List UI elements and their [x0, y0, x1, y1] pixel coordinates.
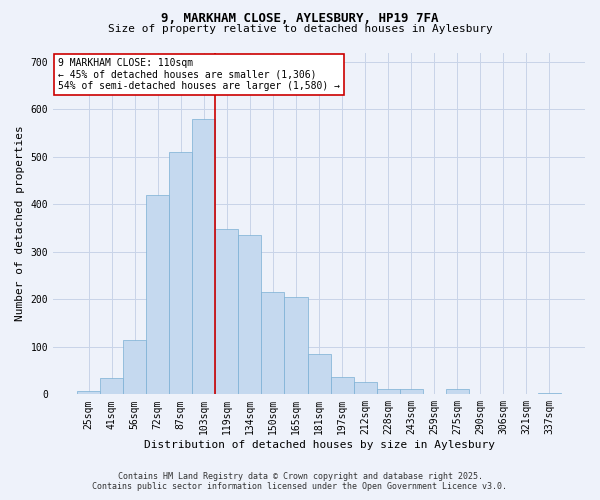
Text: 9 MARKHAM CLOSE: 110sqm
← 45% of detached houses are smaller (1,306)
54% of semi: 9 MARKHAM CLOSE: 110sqm ← 45% of detache…: [58, 58, 340, 91]
Bar: [169, 152, 193, 394]
Bar: [146, 195, 169, 394]
Y-axis label: Number of detached properties: Number of detached properties: [15, 126, 25, 322]
Bar: [446, 388, 469, 394]
Bar: [538, 393, 561, 394]
Bar: [262, 292, 284, 394]
Bar: [215, 229, 238, 394]
Text: 9, MARKHAM CLOSE, AYLESBURY, HP19 7FA: 9, MARKHAM CLOSE, AYLESBURY, HP19 7FA: [161, 12, 439, 26]
Text: Size of property relative to detached houses in Aylesbury: Size of property relative to detached ho…: [107, 24, 493, 34]
Bar: [193, 119, 215, 394]
Bar: [331, 377, 353, 394]
X-axis label: Distribution of detached houses by size in Aylesbury: Distribution of detached houses by size …: [143, 440, 494, 450]
Bar: [123, 340, 146, 394]
Bar: [353, 382, 377, 394]
Bar: [308, 354, 331, 395]
Bar: [377, 388, 400, 394]
Bar: [100, 378, 123, 394]
Bar: [400, 388, 422, 394]
Bar: [238, 236, 262, 394]
Text: Contains HM Land Registry data © Crown copyright and database right 2025.
Contai: Contains HM Land Registry data © Crown c…: [92, 472, 508, 491]
Bar: [284, 297, 308, 394]
Bar: [77, 390, 100, 394]
